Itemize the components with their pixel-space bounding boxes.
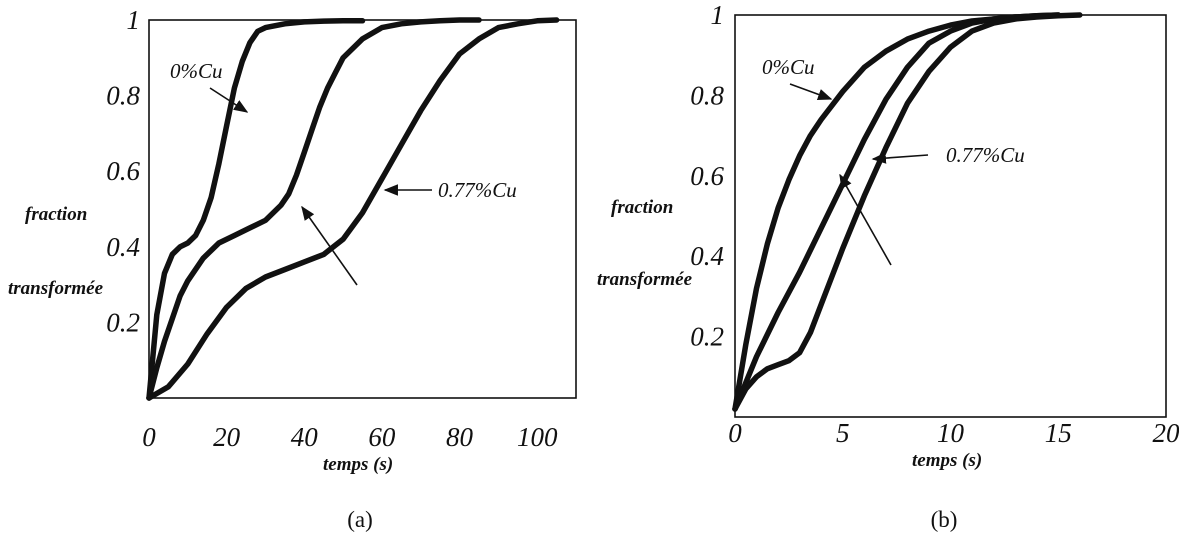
x-tick-label-a-3: 60 — [368, 422, 396, 452]
series-line-b-1 — [732, 12, 1062, 412]
x-tick-label-b-2: 10 — [937, 418, 965, 448]
panel-label-b: (b) — [931, 507, 958, 532]
trend-arrow-b — [839, 173, 892, 266]
arrow-0cu-b — [789, 83, 833, 100]
series-line-a-1 — [146, 17, 482, 401]
chart-panel-b: 0.2 0.4 0.6 0.8 1 0 5 10 15 20 fraction transfor… — [597, 0, 1179, 532]
y-tick-label-b-4: 1 — [711, 0, 725, 30]
x-tick-label-a-0: 0 — [142, 422, 156, 452]
y-tick-label-b-0: 0.2 — [690, 322, 724, 352]
x-axis-label-a: temps (s) — [323, 454, 393, 475]
y-tick-label-a-4: 1 — [127, 5, 141, 35]
x-tick-label-b-4: 20 — [1153, 418, 1179, 448]
series-line-b-2 — [732, 12, 1083, 412]
x-axis-label-b: temps (s) — [912, 450, 982, 471]
y-tick-label-a-2: 0.6 — [106, 156, 140, 186]
arrow-077cu-b — [871, 152, 929, 164]
x-tick-label-a-5: 100 — [517, 422, 558, 452]
panel-label-a: (a) — [347, 507, 373, 532]
curves-a — [146, 17, 560, 401]
annotation-0cu-b: 0%Cu — [762, 55, 815, 79]
y-axis-label-line2-a: transformée — [8, 278, 104, 299]
trend-arrow-a — [301, 205, 358, 286]
y-axis-label-line1-a: fraction — [25, 204, 87, 225]
y-tick-label-b-3: 0.8 — [690, 80, 724, 110]
x-tick-label-a-1: 20 — [213, 422, 241, 452]
y-tick-label-b-1: 0.4 — [690, 241, 724, 271]
y-tick-label-a-0: 0.2 — [106, 307, 140, 337]
series-line-a-2 — [146, 17, 560, 401]
chart-panel-a: 0.2 0.4 0.6 0.8 1 0 20 40 60 80 100 fraction tran… — [8, 5, 577, 532]
x-tick-labels-a: 0 20 40 60 80 100 — [142, 422, 558, 452]
y-tick-labels-a: 0.2 0.4 0.6 0.8 1 — [106, 5, 140, 337]
x-tick-labels-b: 0 5 10 15 20 — [728, 418, 1179, 448]
x-tick-label-b-0: 0 — [728, 418, 742, 448]
y-tick-label-b-2: 0.6 — [690, 161, 724, 191]
plot-frame-b — [734, 14, 1167, 418]
annotation-077cu-b: 0.77%Cu — [946, 143, 1025, 167]
series-line-a-0 — [146, 18, 366, 401]
x-tick-label-b-1: 5 — [836, 418, 850, 448]
x-tick-label-a-2: 40 — [291, 422, 319, 452]
annotation-077cu-a: 0.77%Cu — [438, 178, 517, 202]
y-tick-labels-b: 0.2 0.4 0.6 0.8 1 — [690, 0, 724, 352]
arrow-0cu-a — [209, 87, 249, 113]
curves-b — [732, 12, 1083, 412]
y-axis-label-line2-b: transformée — [597, 269, 693, 290]
y-tick-label-a-1: 0.4 — [106, 232, 140, 262]
x-tick-label-b-3: 15 — [1045, 418, 1072, 448]
y-axis-label-line1-b: fraction — [611, 197, 673, 218]
x-tick-label-a-4: 80 — [446, 422, 474, 452]
y-tick-label-a-3: 0.8 — [106, 81, 140, 111]
annotation-0cu-a: 0%Cu — [170, 59, 223, 83]
